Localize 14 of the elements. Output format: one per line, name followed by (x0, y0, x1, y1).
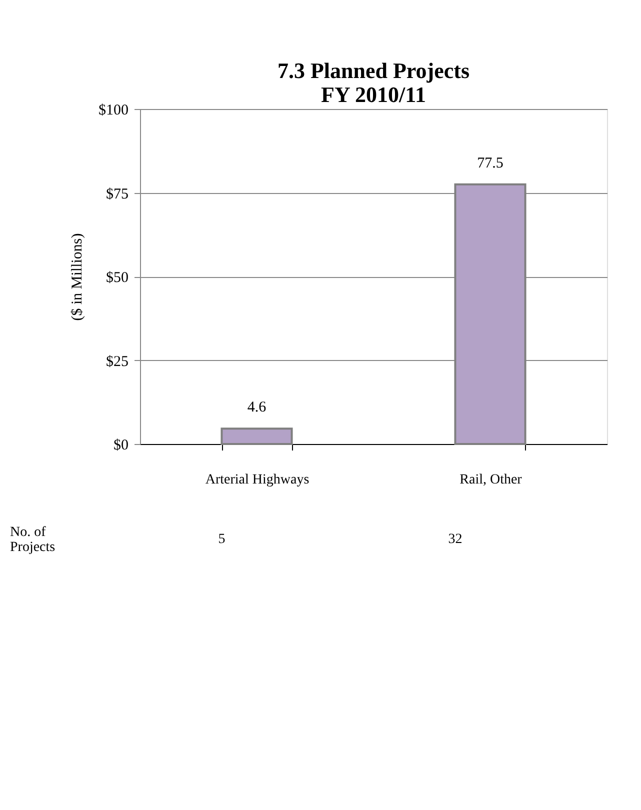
text: No. of Projects (10, 525, 56, 555)
chart-title: 7.3 Planned Projects FY 2010/11 (277, 58, 470, 107)
data-label: 4.6 (247, 400, 267, 416)
text: 5 (218, 532, 226, 547)
y-tick-label: $25 (106, 354, 128, 370)
y-tick-label: $0 (114, 438, 128, 454)
y-axis-title: ($ in Millions) (70, 233, 86, 321)
y-tick-label: $100 (98, 102, 128, 118)
y-tick-label: $50 (106, 270, 128, 286)
x-tick-label: Arterial Highways (205, 472, 310, 488)
data-label: 77.5 (477, 155, 504, 172)
y-tick-label: $75 (106, 186, 128, 202)
text: 32 (448, 532, 462, 547)
x-tick-label: Rail, Other (460, 472, 522, 488)
